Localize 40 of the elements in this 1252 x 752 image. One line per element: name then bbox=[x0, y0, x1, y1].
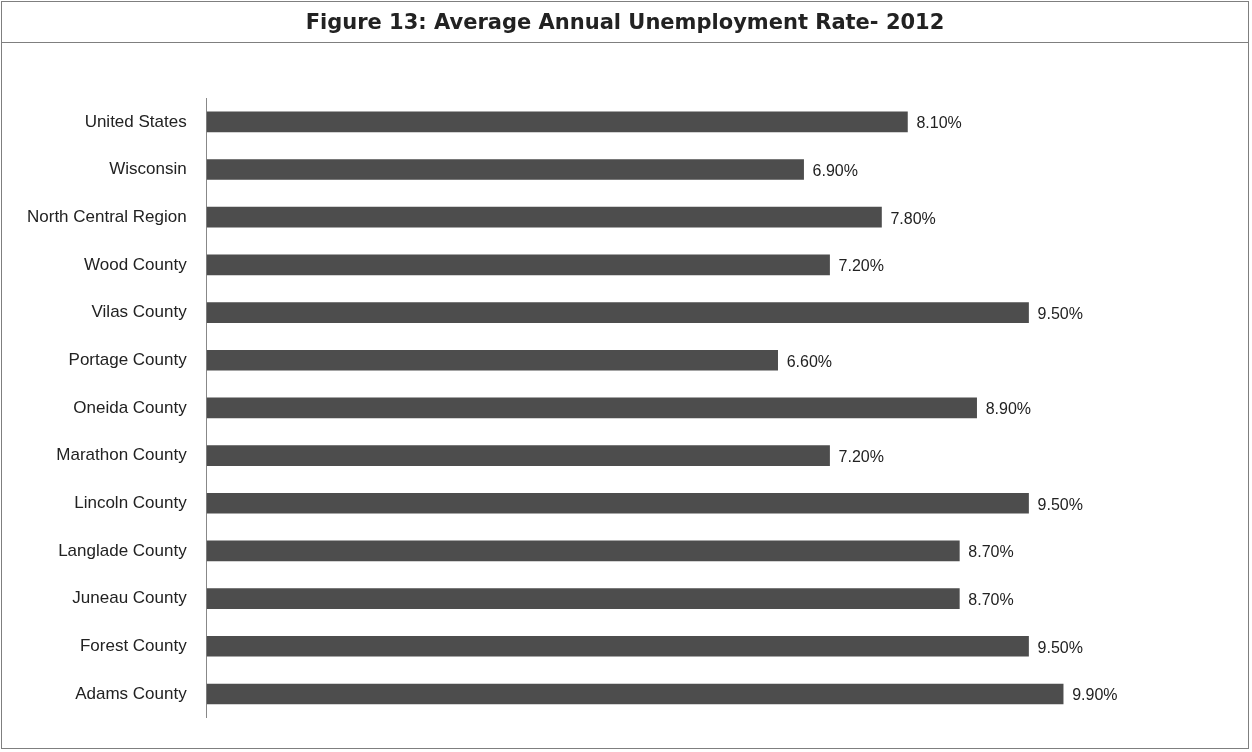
y-tick-label: North Central Region bbox=[26, 206, 187, 226]
y-tick-label: Langlade County bbox=[58, 540, 188, 560]
data-label: 6.90% bbox=[812, 161, 858, 179]
bar bbox=[206, 635, 1029, 657]
y-tick-label: Marathon County bbox=[56, 445, 188, 465]
y-tick-label: Forest County bbox=[79, 635, 188, 655]
data-label: 8.70% bbox=[968, 543, 1014, 561]
y-tick-label: Wisconsin bbox=[109, 159, 187, 179]
data-label: 7.20% bbox=[838, 257, 884, 275]
y-tick-label: Oneida County bbox=[73, 397, 188, 417]
y-tick-label: Wood County bbox=[83, 254, 188, 274]
data-label: 7.20% bbox=[838, 447, 884, 465]
chart-title: Figure 13: Average Annual Unemployment Rate- 2012 bbox=[2, 2, 1248, 43]
bar bbox=[206, 588, 960, 609]
y-tick-label: United States bbox=[84, 111, 187, 131]
y-tick-label: Juneau County bbox=[72, 588, 188, 608]
bar bbox=[206, 159, 804, 180]
y-tick-label: Adams County bbox=[75, 683, 188, 703]
data-label: 9.50% bbox=[1037, 304, 1083, 322]
bar bbox=[206, 254, 830, 276]
bar bbox=[206, 206, 882, 228]
data-label: 9.50% bbox=[1037, 638, 1083, 656]
bar bbox=[206, 302, 1029, 323]
y-tick-label: Portage County bbox=[68, 349, 188, 369]
y-tick-label: Vilas County bbox=[91, 302, 188, 322]
y-tick-label: Lincoln County bbox=[74, 492, 188, 512]
bar bbox=[206, 683, 1064, 705]
bar bbox=[206, 540, 960, 562]
data-label: 9.50% bbox=[1037, 495, 1083, 513]
bar bbox=[206, 445, 830, 466]
bar bbox=[206, 111, 908, 133]
bar bbox=[206, 397, 977, 419]
bar bbox=[206, 349, 778, 371]
data-label: 6.60% bbox=[786, 352, 833, 370]
data-label: 8.10% bbox=[916, 114, 962, 132]
data-label: 8.90% bbox=[985, 400, 1032, 418]
data-label: 8.70% bbox=[968, 591, 1014, 609]
data-label: 7.80% bbox=[890, 209, 936, 227]
bar bbox=[206, 492, 1029, 514]
data-label: 9.90% bbox=[1072, 686, 1118, 704]
